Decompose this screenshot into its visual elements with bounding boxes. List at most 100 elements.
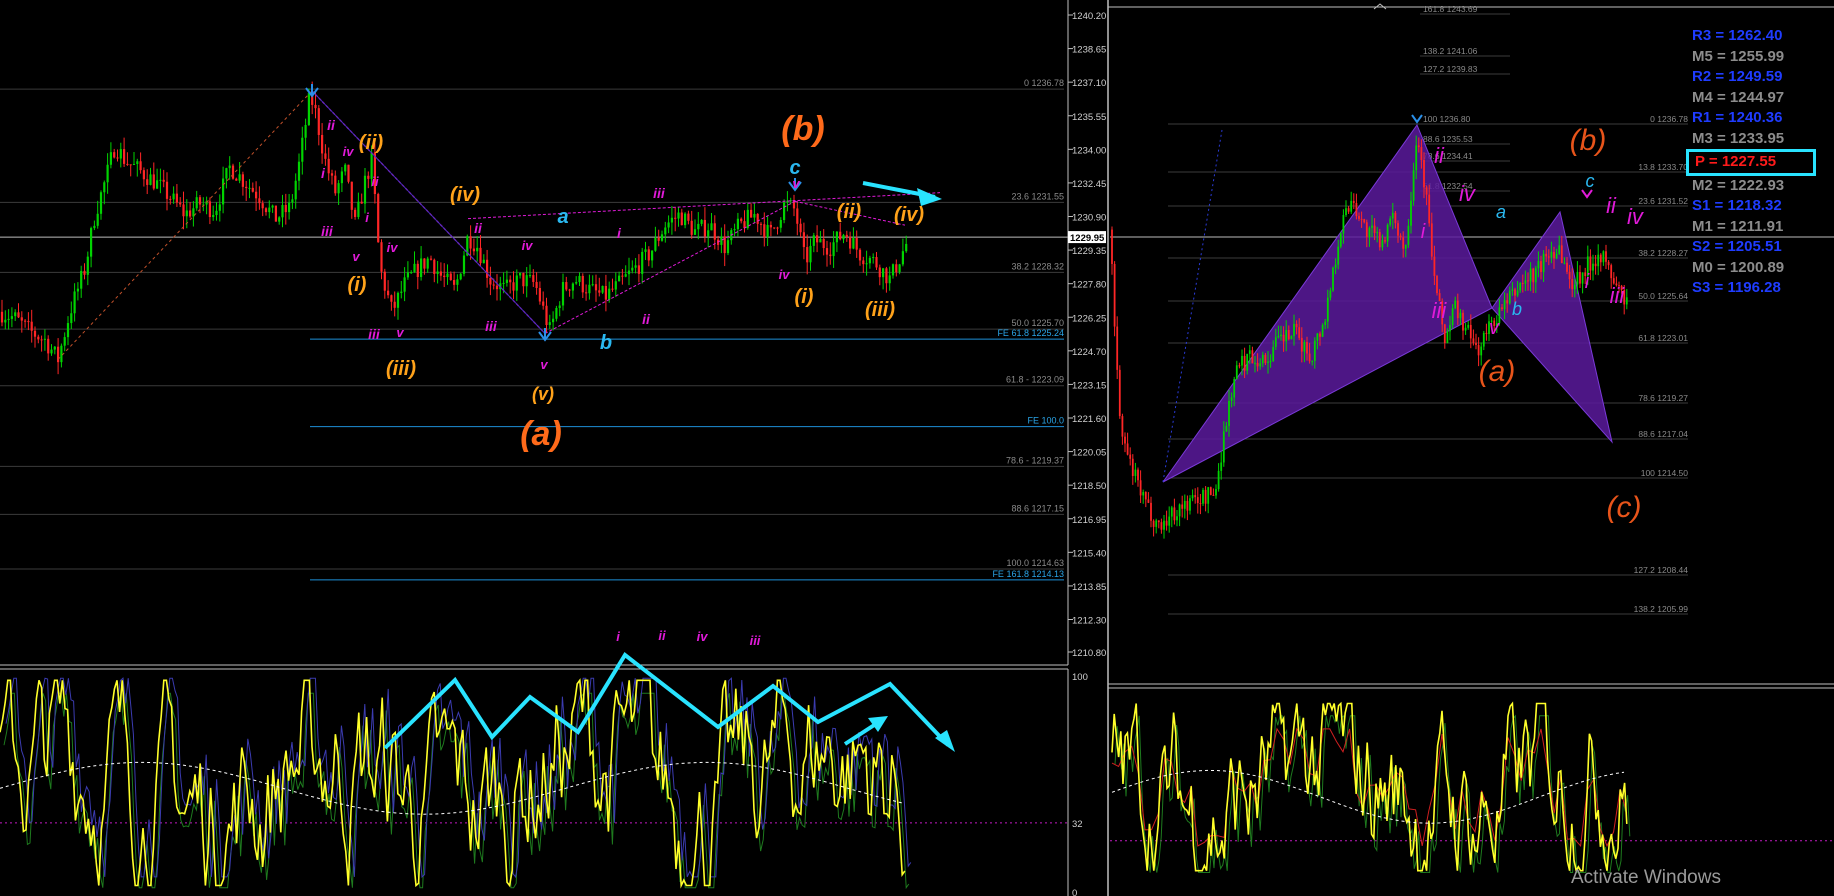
candle-body — [1373, 225, 1376, 233]
candle-body — [888, 275, 891, 284]
candle-body — [1534, 268, 1537, 283]
right-fib-label: 127.2 1239.83 — [1423, 64, 1478, 74]
candle-body — [882, 268, 885, 278]
candle-body — [1428, 194, 1431, 224]
candle-body — [1298, 327, 1301, 338]
candle-body — [90, 228, 93, 257]
candle-body — [27, 321, 30, 323]
candle-body — [1194, 495, 1197, 498]
fib-level-label: 88.6 1217.15 — [1011, 503, 1064, 513]
candle-body — [515, 275, 518, 291]
pivot-level: M0 = 1200.89 — [1692, 258, 1785, 276]
candle-body — [10, 316, 13, 319]
wave-degree-legend: ii — [658, 628, 666, 643]
candle-body — [1186, 500, 1189, 511]
candle-body — [1430, 223, 1433, 257]
candle-body — [350, 181, 353, 210]
candle-body — [334, 175, 337, 194]
candle-body — [456, 279, 459, 285]
candle-body — [278, 217, 281, 222]
candle-body — [70, 313, 73, 324]
candle-body — [585, 292, 588, 294]
osc-tick-label: 32 — [1072, 819, 1083, 830]
wave-label: c — [789, 157, 800, 179]
right-fib-label: 13.8 1233.70 — [1638, 162, 1688, 172]
pivot-level: S3 = 1196.28 — [1692, 279, 1781, 296]
candle-body — [33, 330, 37, 337]
candle-body — [156, 180, 159, 189]
candle-body — [552, 318, 555, 323]
candle-body — [208, 201, 211, 218]
candle-body — [1602, 251, 1605, 263]
candle-body — [37, 336, 40, 340]
right-fib-label: 100 1214.50 — [1641, 468, 1689, 478]
candle-body — [1446, 331, 1449, 343]
candle-body — [1199, 503, 1202, 505]
candle-body — [905, 243, 908, 252]
candle-body — [901, 251, 904, 265]
right-fib-label: 161.8 1243.69 — [1423, 4, 1478, 14]
candle-body — [571, 283, 574, 291]
price-tick-label: 1240.20 — [1072, 11, 1106, 22]
candle-body — [852, 237, 855, 249]
candle-body — [86, 256, 89, 275]
price-tick-label: 1218.50 — [1072, 481, 1106, 492]
candle-body — [281, 204, 284, 218]
candle-body — [344, 164, 347, 172]
candle-body — [842, 234, 845, 240]
candle-body — [1290, 336, 1293, 340]
pivot-level: M2 = 1222.93 — [1692, 176, 1785, 194]
wave-label: iii — [485, 318, 498, 334]
candle-body — [677, 212, 680, 219]
candle-body — [1139, 480, 1142, 496]
candle-body — [413, 263, 416, 273]
candle-body — [1269, 361, 1272, 363]
candle-body — [875, 257, 878, 268]
candle-body — [674, 217, 677, 219]
trendline-orange — [57, 90, 313, 360]
candle-body — [53, 346, 56, 350]
candle-body — [192, 208, 195, 217]
candle-body — [1589, 256, 1592, 271]
candle-body — [1300, 337, 1303, 352]
candle-body — [436, 271, 439, 275]
candle-body — [1316, 333, 1319, 341]
candle-body — [268, 207, 271, 213]
candle-body — [1183, 500, 1186, 509]
candle-body — [1389, 218, 1392, 225]
candle-body — [1508, 290, 1511, 304]
candle-body — [1498, 307, 1501, 324]
candle-body — [1173, 507, 1176, 521]
candle-body — [1573, 284, 1576, 290]
candle-body — [1225, 425, 1228, 432]
candle-body — [1550, 251, 1553, 258]
candle-body — [1615, 283, 1618, 286]
candle-body — [1126, 443, 1129, 455]
candle-body — [1248, 350, 1251, 354]
candle-body — [532, 275, 535, 282]
candle-body — [169, 198, 172, 200]
wave-label: iv — [387, 240, 399, 255]
candle-body — [123, 149, 126, 164]
candle-body — [1415, 145, 1418, 171]
candle-body — [1576, 271, 1579, 285]
fib-level-label: 0 1236.78 — [1024, 78, 1064, 88]
candle-body — [796, 208, 799, 224]
candle-body — [324, 153, 327, 159]
right-wave-label: ii — [1606, 193, 1617, 218]
right-wave-label: a — [1496, 202, 1506, 222]
candle-body — [664, 227, 667, 235]
candle-body — [1121, 416, 1124, 437]
fib-level-label: 50.0 1225.70 — [1011, 318, 1064, 328]
candle-body — [1196, 497, 1199, 504]
candle-body — [792, 200, 796, 209]
candle-body — [93, 225, 96, 229]
candle-body — [317, 108, 320, 135]
candle-body — [251, 187, 254, 192]
candle-body — [759, 223, 763, 225]
candle-body — [288, 202, 291, 213]
candle-body — [1384, 240, 1386, 242]
candle-body — [1451, 308, 1454, 326]
candle-body — [446, 273, 449, 278]
candle-body — [703, 219, 706, 237]
